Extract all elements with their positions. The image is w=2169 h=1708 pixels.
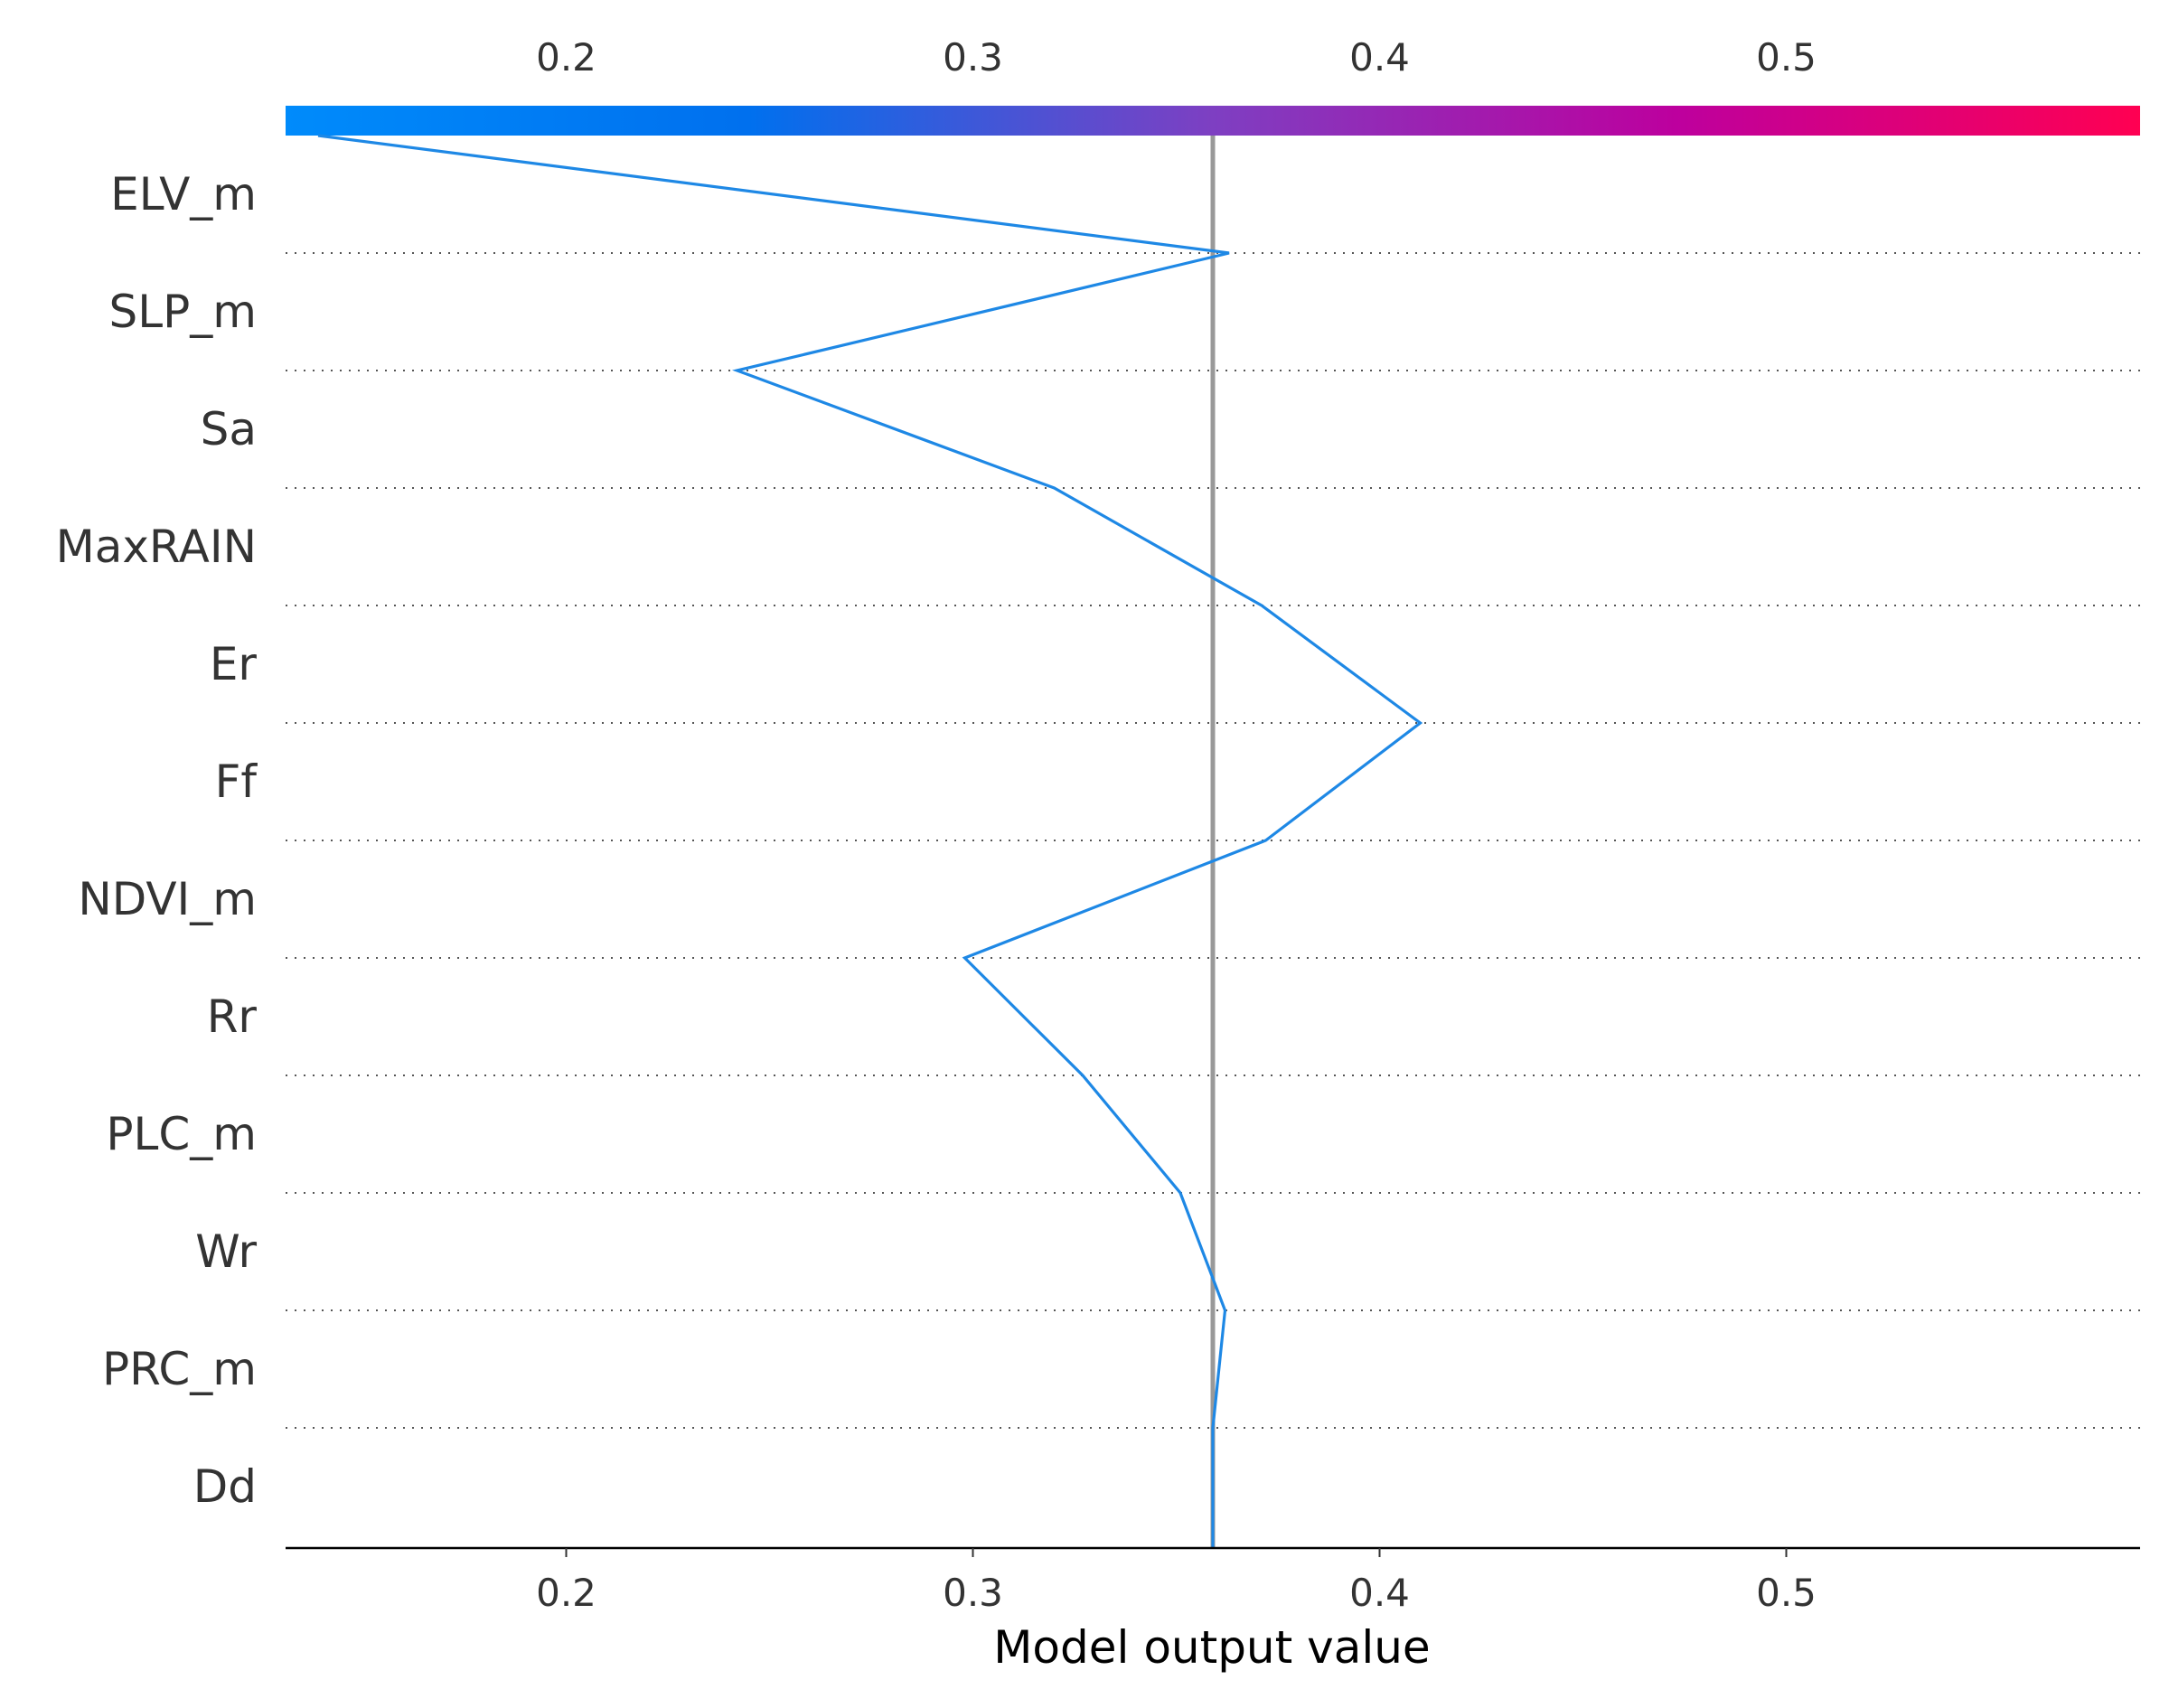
feature-label: Er [210,638,258,690]
feature-separators [286,252,2140,1429]
top-tick-label: 0.2 [536,35,596,80]
feature-label: PLC_m [106,1108,257,1160]
feature-label: NDVI_m [78,873,257,925]
feature-label: ELV_m [110,168,257,221]
feature-labels: ELV_m SLP_m Sa MaxRAIN Er Ff NDVI_m Rr PLC_m Wr PR… [56,168,258,1513]
x-tick-label: 0.2 [536,1571,596,1615]
feature-label: Sa [201,403,257,455]
top-tick-label: 0.5 [1756,35,1817,80]
x-axis: 0.2 0.3 0.4 0.5 [286,1546,2140,1615]
feature-label: SLP_m [109,286,257,338]
colorbar [286,106,2140,136]
x-axis-title: Model output value [993,1621,1430,1674]
top-tick-label: 0.3 [943,35,1003,80]
x-tick-label: 0.4 [1349,1571,1410,1615]
decision-path-line [317,134,1423,1548]
colorbar-rect [286,106,2140,136]
feature-label: Rr [207,990,258,1043]
feature-label: Ff [215,755,258,808]
top-tick-labels: 0.2 0.3 0.4 0.5 [536,35,1817,80]
feature-label: Wr [195,1225,257,1278]
feature-label: Dd [193,1460,257,1513]
decision-path [317,134,1423,1549]
feature-label: MaxRAIN [56,521,257,573]
x-tick-label: 0.5 [1756,1571,1817,1615]
x-tick-label: 0.3 [943,1571,1003,1615]
feature-label: PRC_m [102,1343,257,1395]
top-tick-label: 0.4 [1349,35,1410,80]
